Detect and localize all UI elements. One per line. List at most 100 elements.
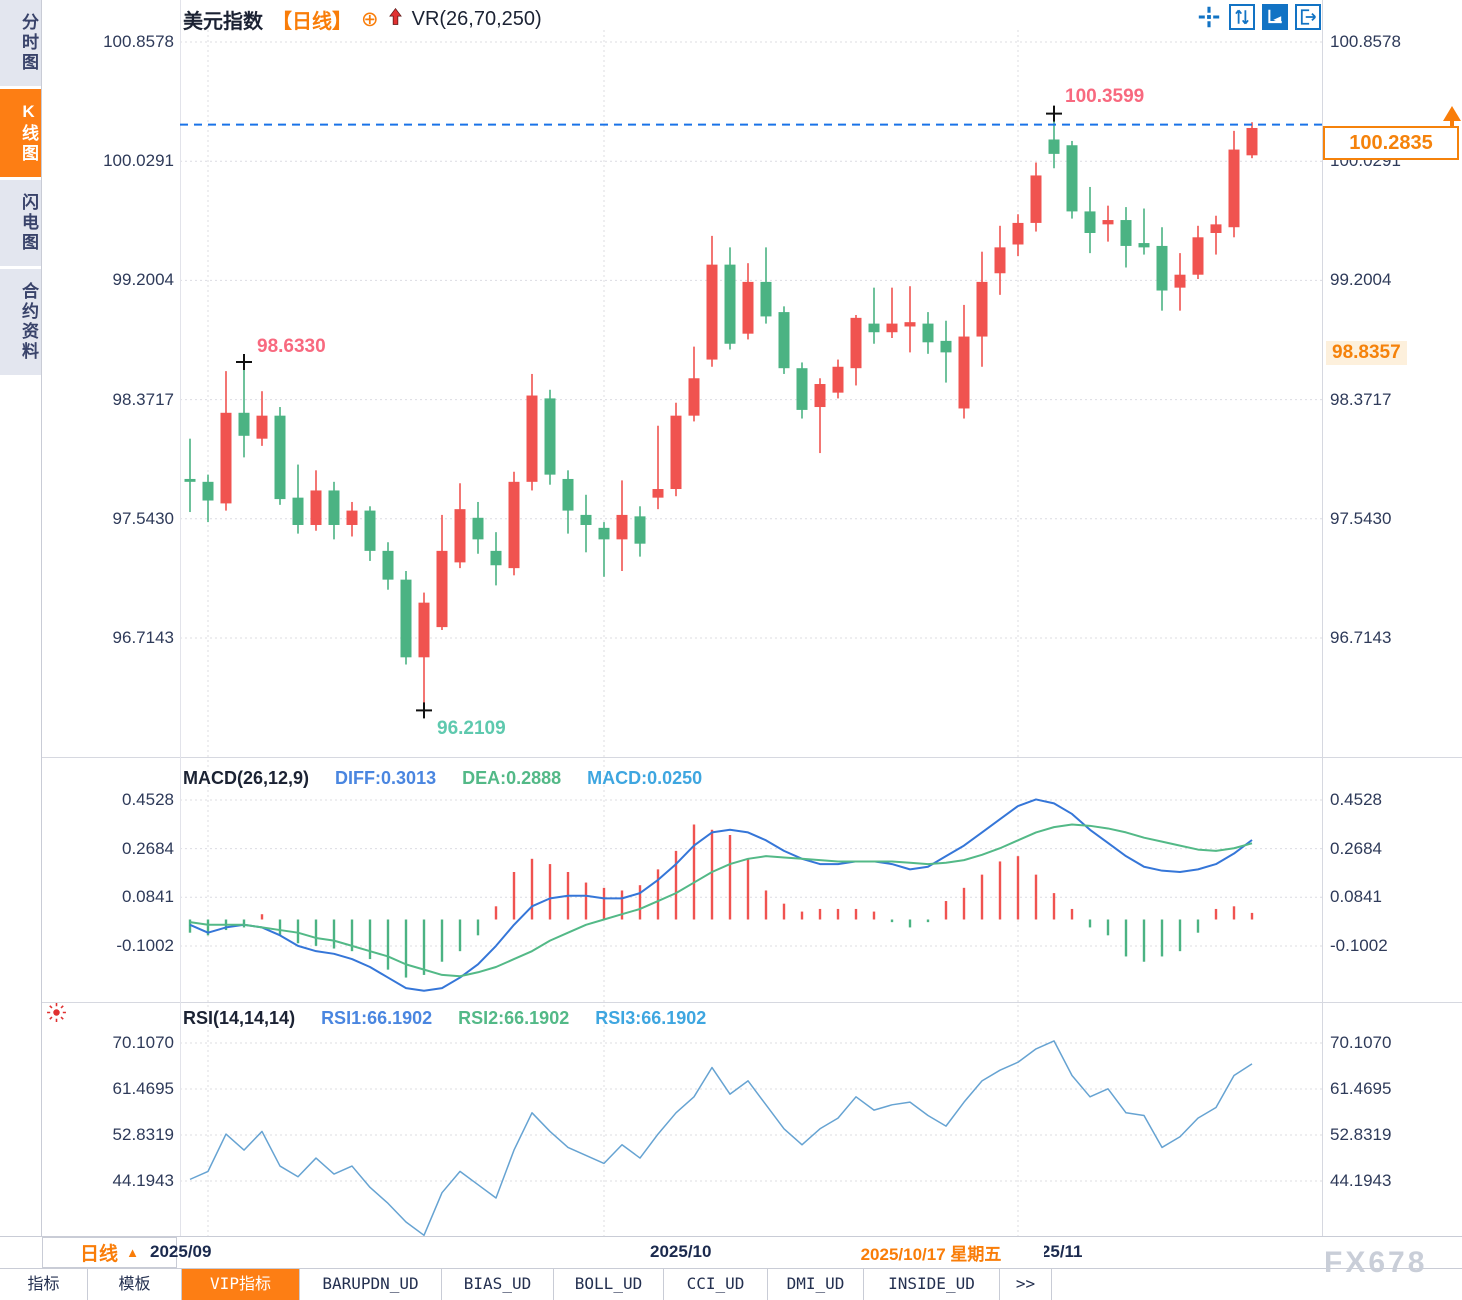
candle xyxy=(184,478,196,482)
candle xyxy=(994,247,1006,274)
macd-dea-line xyxy=(189,823,1253,978)
sun-icon[interactable] xyxy=(46,1002,67,1028)
indicator-tab-CCI_UD[interactable]: CCI_UD xyxy=(664,1269,768,1300)
price-level-label: 98.8357 xyxy=(1326,341,1407,365)
axis-tick-label: 98.3717 xyxy=(1330,389,1392,409)
sidebar-tab-闪电图[interactable]: 闪电图 xyxy=(0,180,41,266)
month-label: 2025/09 xyxy=(150,1242,212,1261)
axis-tick-label: -0.1002 xyxy=(1330,935,1388,955)
legend-item: RSI1:66.1902 xyxy=(321,1008,433,1028)
candle xyxy=(1084,211,1096,233)
axis-tick-label: 61.4695 xyxy=(1330,1079,1392,1098)
candle xyxy=(616,514,628,540)
sidebar: 分时图 K线图 闪电图 合约资料 xyxy=(0,0,42,1236)
indicator-tab-VIP指标[interactable]: VIP指标 xyxy=(182,1269,300,1300)
chart-toolbar xyxy=(1196,4,1321,30)
add-indicator-icon[interactable]: ⊕ xyxy=(361,7,379,31)
axis-tick-label: 100.8578 xyxy=(103,32,174,51)
candle xyxy=(1102,220,1114,225)
axis-tick-label: 97.5430 xyxy=(112,508,174,528)
sidebar-tab-合约资料[interactable]: 合约资料 xyxy=(0,269,41,375)
candle xyxy=(868,323,880,333)
candle xyxy=(310,490,322,525)
axis-tick-label: 0.4528 xyxy=(122,790,174,809)
axis-tick-label: 0.0841 xyxy=(1330,887,1382,907)
indicator-tab-BARUPDN_UD[interactable]: BARUPDN_UD xyxy=(300,1269,442,1300)
candle xyxy=(1048,139,1060,154)
indicator-tab-BIAS_UD[interactable]: BIAS_UD xyxy=(442,1269,554,1300)
candle xyxy=(958,336,970,409)
candle xyxy=(562,478,574,511)
sidebar-tab-分时图[interactable]: 分时图 xyxy=(0,0,41,86)
axis-tick-label: 97.5430 xyxy=(1330,508,1392,528)
candle xyxy=(1156,245,1168,291)
xaxis-row: 日线 ▲ 2025/09 2025/10 2025/11 2025/10/17 星期… xyxy=(0,1237,1462,1268)
axis-scale-icon[interactable] xyxy=(1229,4,1255,30)
candle xyxy=(688,378,700,416)
legend-item: DIFF:0.3013 xyxy=(335,768,437,788)
candle xyxy=(886,323,898,333)
exit-axis-icon[interactable] xyxy=(1295,4,1321,30)
indicator-tab-bar: 指标 模板 VIP指标 BARUPDN_UD BIAS_UD BOLL_UD CCI_UD D… xyxy=(0,1269,1462,1300)
rsi-legend: RSI(14,14,14) RSI1:66.1902 RSI2:66.1902 RS… xyxy=(183,1008,706,1029)
axis-tick-label: 70.1070 xyxy=(112,1033,174,1052)
sidebar-tab-K线图[interactable]: K线图 xyxy=(0,89,41,177)
candle xyxy=(328,490,340,525)
last-price-arrow-icon xyxy=(1443,106,1461,126)
axis-tick-label: 99.2004 xyxy=(1330,270,1392,290)
legend-item: RSI3:66.1902 xyxy=(595,1008,707,1028)
date-tooltip: 2025/10/17 星期五 xyxy=(818,1238,1044,1266)
watermark: FX678 xyxy=(1324,1246,1428,1279)
candle xyxy=(814,384,826,408)
rsi-line xyxy=(189,1040,1253,1237)
candle xyxy=(382,550,394,580)
indicator-tab-DMI_UD[interactable]: DMI_UD xyxy=(768,1269,864,1300)
indicator-tab->>[interactable]: >> xyxy=(1000,1269,1052,1300)
candle xyxy=(580,514,592,525)
macd-legend-title: MACD(26,12,9) xyxy=(183,768,310,788)
period-selector[interactable]: 日线 ▲ xyxy=(42,1237,177,1268)
macd-diff-line xyxy=(189,798,1253,992)
candle xyxy=(292,497,304,525)
candle xyxy=(850,317,862,369)
candle xyxy=(742,281,754,334)
period-tag[interactable]: 【日线】 xyxy=(272,11,352,33)
candle xyxy=(202,481,214,501)
legend-item: RSI2:66.1902 xyxy=(458,1008,570,1028)
price-marker-label: 98.6330 xyxy=(257,336,326,357)
indicator-tab-模板[interactable]: 模板 xyxy=(88,1269,182,1300)
candle xyxy=(1192,237,1204,275)
candle xyxy=(1210,224,1222,233)
candle xyxy=(832,366,844,393)
candle xyxy=(490,550,502,566)
axis-pointer-icon[interactable] xyxy=(1262,4,1288,30)
candle xyxy=(922,323,934,343)
candle xyxy=(364,510,376,551)
axis-tick-label: 98.3717 xyxy=(112,389,174,409)
candle xyxy=(418,602,430,658)
candle xyxy=(724,264,736,344)
axis-tick-label: 52.8319 xyxy=(112,1125,174,1144)
axis-tick-label: -0.1002 xyxy=(116,935,174,955)
axis-tick-label: 99.2004 xyxy=(112,270,174,290)
legend-item: DEA:0.2888 xyxy=(462,768,562,788)
vr-indicator-label: VR(26,70,250) xyxy=(411,8,542,30)
candle xyxy=(940,340,952,353)
candle xyxy=(904,322,916,327)
candle xyxy=(1120,220,1132,246)
month-label: 2025/10 xyxy=(650,1242,712,1261)
crosshair-icon[interactable] xyxy=(1196,4,1222,30)
price-marker-label: 96.2109 xyxy=(437,718,506,740)
candle xyxy=(598,527,610,540)
candle xyxy=(400,579,412,658)
axis-tick-label: 100.8578 xyxy=(1330,32,1401,51)
candle xyxy=(1246,127,1258,156)
indicator-tab-BOLL_UD[interactable]: BOLL_UD xyxy=(554,1269,664,1300)
indicator-tab-INSIDE_UD[interactable]: INSIDE_UD xyxy=(864,1269,1000,1300)
axis-tick-label: 96.7143 xyxy=(1330,628,1392,647)
candle xyxy=(634,516,646,544)
axis-tick-label: 61.4695 xyxy=(112,1079,174,1098)
candle xyxy=(1138,243,1150,248)
candle xyxy=(454,509,466,563)
indicator-tab-指标[interactable]: 指标 xyxy=(0,1269,88,1300)
